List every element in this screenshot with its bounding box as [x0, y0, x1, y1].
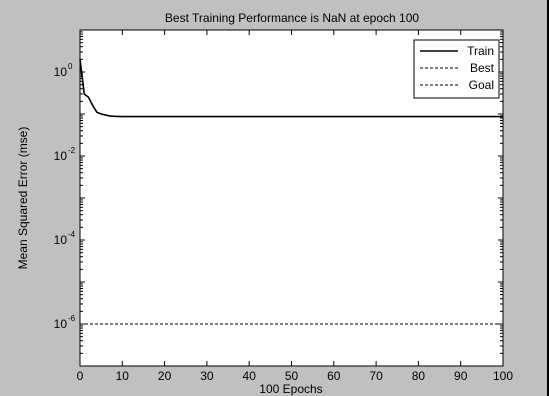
x-tick-label: 60 [327, 369, 341, 383]
legend: Train Best Goal [413, 39, 500, 99]
x-tick-label: 30 [200, 369, 214, 383]
x-tick-label: 100 [493, 369, 513, 383]
x-tick-label: 40 [243, 369, 257, 383]
y-tick-exponent: -2 [68, 146, 76, 155]
legend-label-best: Best [470, 61, 495, 75]
y-tick-exponent: -4 [68, 230, 76, 239]
y-tick-label: 10 [54, 317, 68, 331]
x-tick-label: 20 [158, 369, 172, 383]
y-axis-label: Mean Squared Error (mse) [16, 127, 30, 270]
legend-label-goal: Goal [469, 78, 494, 92]
x-tick-label: 0 [77, 369, 84, 383]
chart-title: Best Training Performance is NaN at epoc… [165, 11, 419, 25]
x-tick-label: 50 [285, 369, 299, 383]
series-lines [79, 59, 503, 325]
y-tick-exponent: 0 [68, 62, 73, 71]
x-axis-label: 100 Epochs [259, 382, 322, 396]
x-tick-label: 90 [454, 369, 468, 383]
y-tick-label: 10 [54, 65, 68, 79]
legend-label-train: Train [467, 44, 494, 58]
legend-box [413, 39, 500, 99]
y-tick-label: 10 [54, 233, 68, 247]
x-tick-label: 70 [369, 369, 383, 383]
series-line-train [79, 59, 503, 118]
y-tick-label: 10 [54, 149, 68, 163]
y-tick-exponent: -6 [68, 314, 76, 323]
x-tick-label: 80 [412, 369, 426, 383]
x-tick-label: 10 [116, 369, 130, 383]
